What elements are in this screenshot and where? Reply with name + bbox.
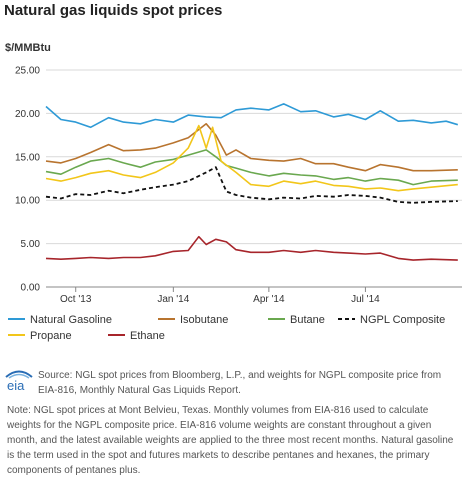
series-line-butane [45, 149, 458, 186]
x-axis: Oct '13 Jan '14 Apr '14 Jul '14 [60, 287, 380, 305]
series-line-isobutane [45, 123, 458, 172]
series-line-natural-gasoline [45, 103, 459, 129]
legend-label: Propane [30, 330, 72, 342]
chart-canvas: $/MMBtu Oct '13 Jan '14 Apr '14 Jul '14 0.0… [5, 42, 462, 342]
grid-lines [46, 69, 462, 288]
note-text: Note: NGL spot prices at Mont Belvieu, T… [7, 405, 454, 476]
legend-label: NGPL Composite [360, 314, 445, 326]
legend-label: Natural Gasoline [30, 314, 112, 326]
chart-title: Natural gas liquids spot prices [4, 2, 223, 19]
legend: Natural Gasoline Isobutane Butane NGPL Comp… [8, 314, 445, 342]
legend-item-ngpl-composite: NGPL Composite [338, 314, 445, 326]
x-tick-label: Jan '14 [157, 294, 189, 305]
source-text: Source: NGL spot prices from Bloomberg, … [38, 370, 442, 396]
y-tick-label: 20.00 [15, 109, 40, 120]
x-tick-label: Oct '13 [60, 294, 92, 305]
legend-item-isobutane: Isobutane [158, 314, 228, 326]
x-tick-label: Apr '14 [253, 294, 285, 305]
y-tick-label: 5.00 [21, 239, 41, 250]
series-line-ethane [45, 235, 458, 261]
legend-label: Ethane [130, 330, 165, 342]
series-line-propane [45, 124, 458, 192]
y-axis-unit-label: $/MMBtu [5, 42, 51, 54]
legend-item-propane: Propane [8, 330, 72, 342]
legend-item-ethane: Ethane [108, 330, 165, 342]
y-tick-label: 0.00 [21, 283, 41, 294]
eia-logo-arc-icon [5, 370, 33, 379]
x-tick-label: Jul '14 [351, 294, 380, 305]
eia-logo-text: eia [7, 378, 25, 393]
legend-label: Butane [290, 314, 325, 326]
y-tick-label: 25.00 [15, 66, 40, 77]
eia-logo: eia [3, 368, 35, 398]
legend-item-butane: Butane [268, 314, 325, 326]
series-line-ngpl-composite [45, 166, 458, 204]
y-tick-label: 15.00 [15, 152, 40, 163]
legend-label: Isobutane [180, 314, 228, 326]
series-lines [45, 103, 459, 261]
legend-item-natural-gasoline: Natural Gasoline [8, 314, 112, 326]
y-tick-label: 10.00 [15, 196, 40, 207]
y-axis: 0.00 5.00 10.00 15.00 20.00 25.00 [15, 66, 40, 294]
